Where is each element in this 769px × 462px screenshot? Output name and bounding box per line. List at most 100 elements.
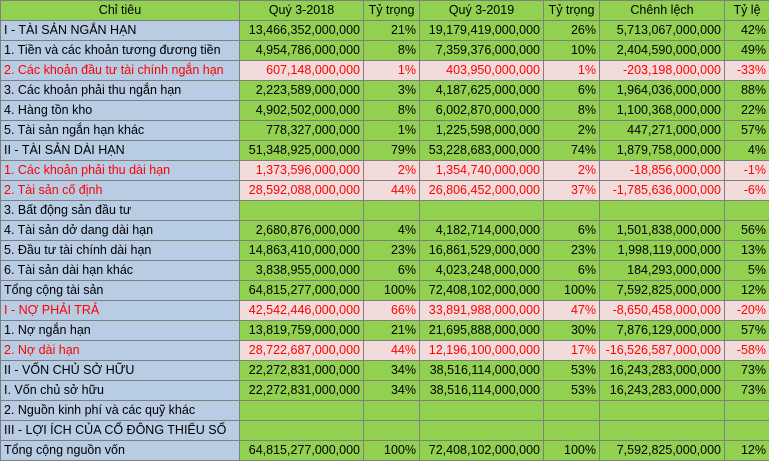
ratio-2019-cell[interactable]: 100% <box>543 280 600 301</box>
difference-cell[interactable]: 7,592,825,000,000 <box>599 280 725 301</box>
ratio-2019-cell[interactable]: 2% <box>543 160 600 181</box>
indicator-cell[interactable]: 5. Đầu tư tài chính dài hạn <box>0 240 240 261</box>
indicator-cell[interactable]: II - TÀI SẢN DÀI HẠN <box>0 140 240 161</box>
rate-cell[interactable]: 56% <box>724 220 769 241</box>
indicator-cell[interactable]: 6. Tài sản dài hạn khác <box>0 260 240 281</box>
difference-cell[interactable]: 2,404,590,000,000 <box>599 40 725 61</box>
q3-2018-cell[interactable]: 778,327,000,000 <box>239 120 364 141</box>
q3-2019-cell[interactable]: 4,023,248,000,000 <box>419 260 544 281</box>
indicator-cell[interactable]: 1. Nợ ngắn hạn <box>0 320 240 341</box>
rate-cell[interactable]: 4% <box>724 140 769 161</box>
difference-cell[interactable]: -1,785,636,000,000 <box>599 180 725 201</box>
q3-2018-cell[interactable]: 42,542,446,000,000 <box>239 300 364 321</box>
rate-cell[interactable]: 88% <box>724 80 769 101</box>
difference-cell[interactable]: 184,293,000,000 <box>599 260 725 281</box>
indicator-cell[interactable]: 2. Nợ dài hạn <box>0 340 240 361</box>
q3-2018-cell[interactable]: 22,272,831,000,000 <box>239 360 364 381</box>
q3-2018-cell[interactable]: 51,348,925,000,000 <box>239 140 364 161</box>
ratio-2019-cell[interactable] <box>543 200 600 221</box>
q3-2019-cell[interactable] <box>419 420 544 441</box>
q3-2019-cell[interactable] <box>419 200 544 221</box>
difference-cell[interactable]: -8,650,458,000,000 <box>599 300 725 321</box>
q3-2018-cell[interactable]: 2,680,876,000,000 <box>239 220 364 241</box>
rate-cell[interactable]: 57% <box>724 320 769 341</box>
difference-cell[interactable]: 5,713,067,000,000 <box>599 20 725 41</box>
rate-cell[interactable]: -1% <box>724 160 769 181</box>
q3-2018-cell[interactable]: 607,148,000,000 <box>239 60 364 81</box>
rate-cell[interactable]: -58% <box>724 340 769 361</box>
difference-cell[interactable]: -18,856,000,000 <box>599 160 725 181</box>
ratio-2019-cell[interactable]: 6% <box>543 220 600 241</box>
ratio-2019-cell[interactable]: 74% <box>543 140 600 161</box>
difference-cell[interactable] <box>599 420 725 441</box>
indicator-cell[interactable]: Tổng cộng tài sản <box>0 280 240 301</box>
rate-cell[interactable] <box>724 400 769 421</box>
q3-2018-cell[interactable]: 28,592,088,000,000 <box>239 180 364 201</box>
header-q3-2018[interactable]: Quý 3-2018 <box>239 0 364 21</box>
indicator-cell[interactable]: I - TÀI SẢN NGẮN HẠN <box>0 20 240 41</box>
header-rate[interactable]: Tỷ lệ <box>724 0 769 21</box>
q3-2018-cell[interactable]: 64,815,277,000,000 <box>239 280 364 301</box>
rate-cell[interactable]: 73% <box>724 360 769 381</box>
difference-cell[interactable]: 16,243,283,000,000 <box>599 360 725 381</box>
difference-cell[interactable] <box>599 200 725 221</box>
ratio-2019-cell[interactable]: 1% <box>543 60 600 81</box>
q3-2018-cell[interactable]: 13,466,352,000,000 <box>239 20 364 41</box>
difference-cell[interactable]: 1,501,838,000,000 <box>599 220 725 241</box>
header-ratio-2019[interactable]: Tỷ trọng <box>543 0 600 21</box>
q3-2019-cell[interactable]: 4,182,714,000,000 <box>419 220 544 241</box>
rate-cell[interactable]: 49% <box>724 40 769 61</box>
q3-2019-cell[interactable]: 33,891,988,000,000 <box>419 300 544 321</box>
indicator-cell[interactable]: II - VỐN CHỦ SỞ HỮU <box>0 360 240 381</box>
rate-cell[interactable] <box>724 420 769 441</box>
q3-2018-cell[interactable]: 22,272,831,000,000 <box>239 380 364 401</box>
ratio-2018-cell[interactable]: 21% <box>363 320 420 341</box>
ratio-2019-cell[interactable]: 53% <box>543 380 600 401</box>
rate-cell[interactable]: 12% <box>724 440 769 461</box>
ratio-2018-cell[interactable]: 66% <box>363 300 420 321</box>
ratio-2018-cell[interactable]: 1% <box>363 120 420 141</box>
q3-2019-cell[interactable]: 1,225,598,000,000 <box>419 120 544 141</box>
rate-cell[interactable]: 73% <box>724 380 769 401</box>
indicator-cell[interactable]: III - LỢI ÍCH CỦA CỔ ĐÔNG THIỂU SỐ <box>0 420 240 441</box>
ratio-2018-cell[interactable] <box>363 400 420 421</box>
rate-cell[interactable]: 57% <box>724 120 769 141</box>
q3-2019-cell[interactable]: 7,359,376,000,000 <box>419 40 544 61</box>
ratio-2019-cell[interactable]: 37% <box>543 180 600 201</box>
ratio-2018-cell[interactable]: 3% <box>363 80 420 101</box>
rate-cell[interactable]: -6% <box>724 180 769 201</box>
q3-2018-cell[interactable]: 13,819,759,000,000 <box>239 320 364 341</box>
ratio-2018-cell[interactable]: 79% <box>363 140 420 161</box>
indicator-cell[interactable]: 1. Tiền và các khoản tương đương tiền <box>0 40 240 61</box>
indicator-cell[interactable]: 2. Nguồn kinh phí và các quỹ khác <box>0 400 240 421</box>
difference-cell[interactable]: 16,243,283,000,000 <box>599 380 725 401</box>
difference-cell[interactable]: 7,592,825,000,000 <box>599 440 725 461</box>
rate-cell[interactable]: 42% <box>724 20 769 41</box>
indicator-cell[interactable]: 4. Tài sản dở dang dài hạn <box>0 220 240 241</box>
ratio-2018-cell[interactable] <box>363 420 420 441</box>
ratio-2019-cell[interactable]: 8% <box>543 100 600 121</box>
ratio-2019-cell[interactable]: 10% <box>543 40 600 61</box>
q3-2018-cell[interactable] <box>239 200 364 221</box>
q3-2019-cell[interactable]: 6,002,870,000,000 <box>419 100 544 121</box>
rate-cell[interactable]: 5% <box>724 260 769 281</box>
indicator-cell[interactable]: I. Vốn chủ sở hữu <box>0 380 240 401</box>
ratio-2019-cell[interactable]: 23% <box>543 240 600 261</box>
difference-cell[interactable]: -16,526,587,000,000 <box>599 340 725 361</box>
difference-cell[interactable]: 7,876,129,000,000 <box>599 320 725 341</box>
q3-2018-cell[interactable]: 4,902,502,000,000 <box>239 100 364 121</box>
q3-2019-cell[interactable]: 38,516,114,000,000 <box>419 360 544 381</box>
q3-2019-cell[interactable]: 403,950,000,000 <box>419 60 544 81</box>
q3-2018-cell[interactable] <box>239 400 364 421</box>
ratio-2018-cell[interactable]: 34% <box>363 360 420 381</box>
ratio-2019-cell[interactable]: 2% <box>543 120 600 141</box>
q3-2019-cell[interactable]: 72,408,102,000,000 <box>419 280 544 301</box>
ratio-2018-cell[interactable]: 21% <box>363 20 420 41</box>
q3-2018-cell[interactable]: 4,954,786,000,000 <box>239 40 364 61</box>
ratio-2019-cell[interactable]: 6% <box>543 80 600 101</box>
ratio-2018-cell[interactable]: 23% <box>363 240 420 261</box>
indicator-cell[interactable]: 5. Tài sản ngắn hạn khác <box>0 120 240 141</box>
indicator-cell[interactable]: 2. Các khoản đầu tư tài chính ngắn hạn <box>0 60 240 81</box>
ratio-2018-cell[interactable]: 44% <box>363 340 420 361</box>
rate-cell[interactable]: -20% <box>724 300 769 321</box>
